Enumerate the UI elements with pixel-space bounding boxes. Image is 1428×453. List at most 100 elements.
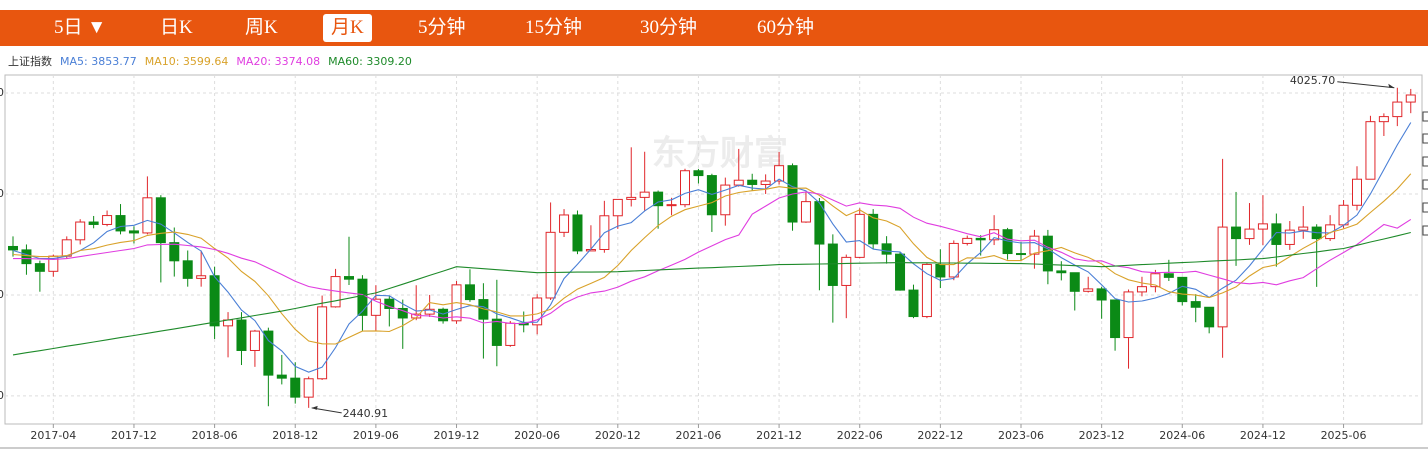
tool-box — [1422, 179, 1428, 190]
ma-line — [12, 231, 1411, 356]
candle-body — [115, 215, 126, 232]
candle-body — [169, 242, 180, 262]
tool-box — [1422, 111, 1428, 122]
candle-body — [290, 377, 301, 398]
candle-body — [1392, 101, 1403, 118]
candle-body — [747, 179, 758, 185]
side-tools — [1422, 111, 1428, 236]
y-tick-label: 2500 — [0, 389, 4, 402]
candle-body — [666, 204, 677, 207]
x-tick-label: 2023-06 — [998, 429, 1044, 442]
candle-body — [680, 170, 690, 206]
candle-body — [975, 237, 986, 241]
candle-body — [1231, 226, 1242, 240]
candle-body — [61, 239, 72, 257]
candle-body — [881, 243, 892, 255]
candle-body — [102, 215, 113, 225]
x-tick-label: 2019-12 — [434, 429, 480, 442]
candle-body — [962, 237, 973, 244]
x-tick-label: 2018-06 — [192, 429, 238, 442]
candle-body — [895, 253, 906, 291]
candle-body — [1204, 306, 1215, 328]
candle-body — [370, 298, 381, 316]
candle-body — [545, 231, 556, 299]
candle-body — [1069, 272, 1080, 292]
candle-body — [128, 230, 139, 234]
candle-body — [155, 197, 166, 244]
candle-body — [1056, 270, 1067, 274]
tool-box — [1422, 133, 1428, 144]
candle-body — [1029, 235, 1040, 255]
x-tick-label: 2017-04 — [30, 429, 76, 442]
candle-body — [693, 170, 704, 177]
x-tick-label: 2018-12 — [272, 429, 318, 442]
y-tick-label: 3000 — [0, 288, 4, 301]
candle-body — [182, 260, 193, 279]
annotation-arrow — [1337, 81, 1395, 89]
arrow-head — [1388, 83, 1395, 88]
candle-body — [1190, 301, 1201, 308]
candle-body — [1378, 116, 1389, 123]
candle-body — [1298, 226, 1309, 231]
period-tab[interactable]: 5日 ▼ — [54, 17, 107, 38]
candle-body — [1042, 235, 1053, 272]
candle-body — [653, 191, 664, 207]
x-tick-label: 2023-12 — [1079, 429, 1125, 442]
period-tab[interactable]: 5分钟 — [418, 17, 466, 38]
annotation-label: 4025.70 — [1290, 74, 1336, 87]
candle-body — [1136, 286, 1147, 293]
y-tick-label: 4000 — [0, 86, 4, 99]
candle-body — [1257, 223, 1268, 230]
candle-body — [1083, 288, 1094, 292]
candle-body — [344, 276, 354, 280]
index-name: 上证指数 — [8, 55, 52, 68]
ma-line — [12, 173, 1412, 345]
candle-body — [1110, 299, 1121, 339]
x-tick-label: 2020-06 — [514, 429, 560, 442]
tool-box — [1422, 225, 1428, 236]
candle-body — [841, 256, 852, 286]
candle-body — [921, 263, 932, 318]
period-tab[interactable]: 15分钟 — [525, 17, 583, 38]
candle-body — [1244, 228, 1255, 240]
candle-body — [948, 242, 959, 278]
candle-body — [491, 318, 502, 346]
candle-body — [142, 197, 153, 234]
candle-body — [908, 289, 919, 318]
candle-body — [572, 214, 583, 252]
period-tab[interactable]: 日K — [160, 17, 193, 38]
legend-entry: MA10: 3599.64 — [144, 55, 229, 68]
candle-body — [612, 198, 623, 217]
ma-line — [12, 122, 1412, 373]
candle-body — [720, 184, 731, 216]
candle-body — [1271, 223, 1282, 245]
candle-body — [626, 196, 637, 200]
candle-body — [1150, 273, 1161, 288]
candle-body — [196, 275, 207, 279]
y-tick-label: 3500 — [0, 187, 4, 200]
candle-body — [639, 191, 650, 198]
candle-body — [827, 243, 838, 286]
candle-body — [559, 214, 570, 233]
candle-body — [464, 284, 475, 301]
candle-body — [774, 165, 785, 182]
period-tab[interactable]: 周K — [245, 17, 278, 38]
period-tab[interactable]: 月K — [323, 14, 372, 42]
candle-body — [706, 175, 717, 216]
candle-body — [276, 374, 287, 379]
candle-body — [1284, 229, 1295, 245]
period-tab[interactable]: 60分钟 — [757, 17, 815, 38]
candle-body — [438, 308, 449, 322]
legend-entry: MA5: 3853.77 — [60, 55, 137, 68]
legend-entry: MA20: 3374.08 — [236, 55, 321, 68]
x-tick-label: 2019-06 — [353, 429, 399, 442]
candle-body — [1163, 273, 1174, 278]
candle-body — [1177, 276, 1188, 303]
x-tick-label: 2022-12 — [917, 429, 963, 442]
candle-body — [8, 245, 18, 251]
candle-body — [1016, 253, 1026, 256]
period-tab[interactable]: 30分钟 — [640, 17, 698, 38]
period-tabs: 5日 ▼ 日K 周K 月K 5分钟 15分钟 30分钟 60分钟 — [0, 10, 1428, 46]
candle-body — [21, 249, 32, 265]
ma-line — [13, 191, 1412, 325]
